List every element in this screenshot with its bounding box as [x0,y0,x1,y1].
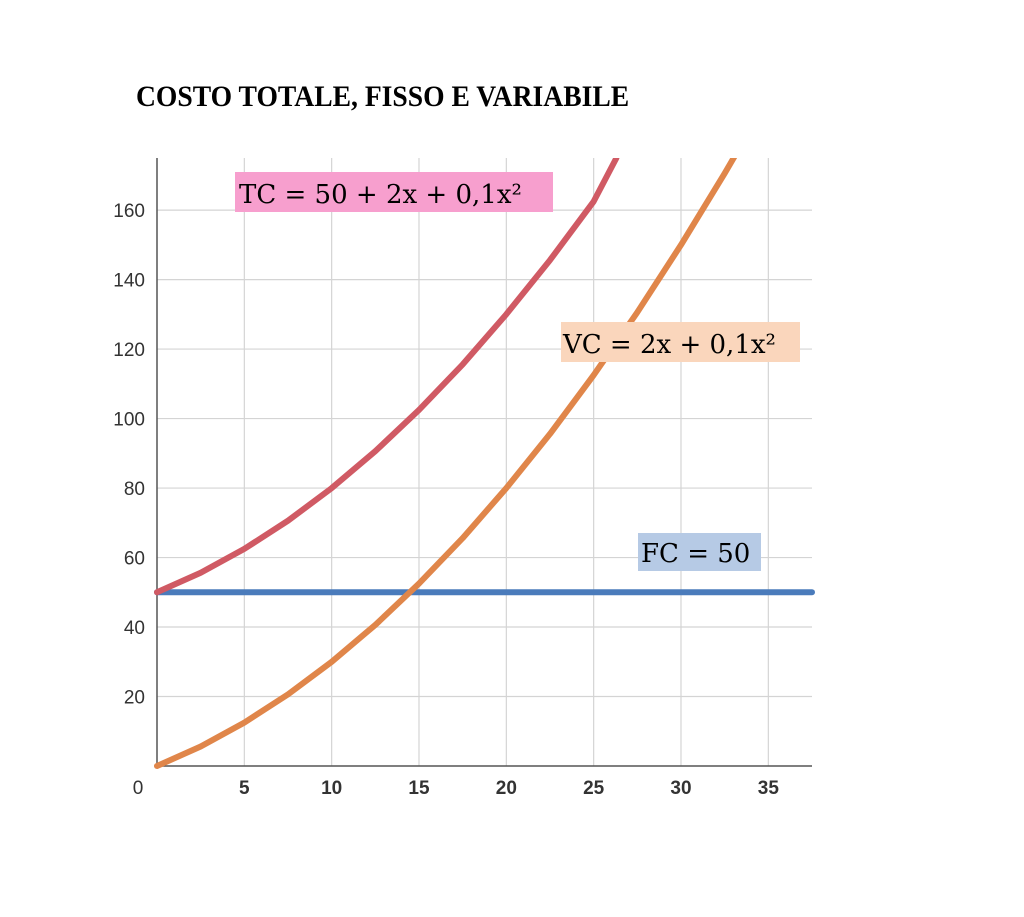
y-tick-label: 140 [113,271,145,292]
vc-label: VC = 2x + 0,1x² [562,330,776,360]
fc-label: FC = 50 [641,539,750,569]
y-tick-label: 40 [124,618,145,639]
x-tick-label: 5 [239,778,250,799]
grid [157,158,812,766]
y-tick-label: 80 [124,479,145,500]
vc-label-background [561,322,800,362]
series-layer [154,158,815,769]
origin-tick-label: 0 [133,778,144,799]
x-tick-label: 25 [583,778,605,799]
y-tick-label: 120 [113,340,145,361]
x-tick-label: 30 [670,778,691,799]
x-tick-label: 10 [321,778,342,799]
tc-label: TC = 50 + 2x + 0,1x² [239,180,522,210]
x-tick-label: 15 [408,778,430,799]
y-tick-label: 160 [113,201,145,222]
vc-series-line [154,158,738,769]
x-tick-label: 35 [758,778,780,799]
y-tick-label: 100 [113,410,145,431]
axes: 20 40 60 80 100 120 140 160 0 5 10 15 20 25 30 35 [113,158,812,799]
series-labels: TC = 50 + 2x + 0,1x² VC = 2x + 0,1x² FC … [235,172,800,571]
fc-label-background [638,533,761,571]
tc-series-line [154,158,620,596]
y-tick-label: 20 [124,688,145,709]
y-tick-label: 60 [124,549,145,570]
chart-title: COSTO TOTALE, FISSO E VARIABILE [136,80,630,113]
tc-label-background [235,172,553,212]
x-tick-label: 20 [496,778,517,799]
